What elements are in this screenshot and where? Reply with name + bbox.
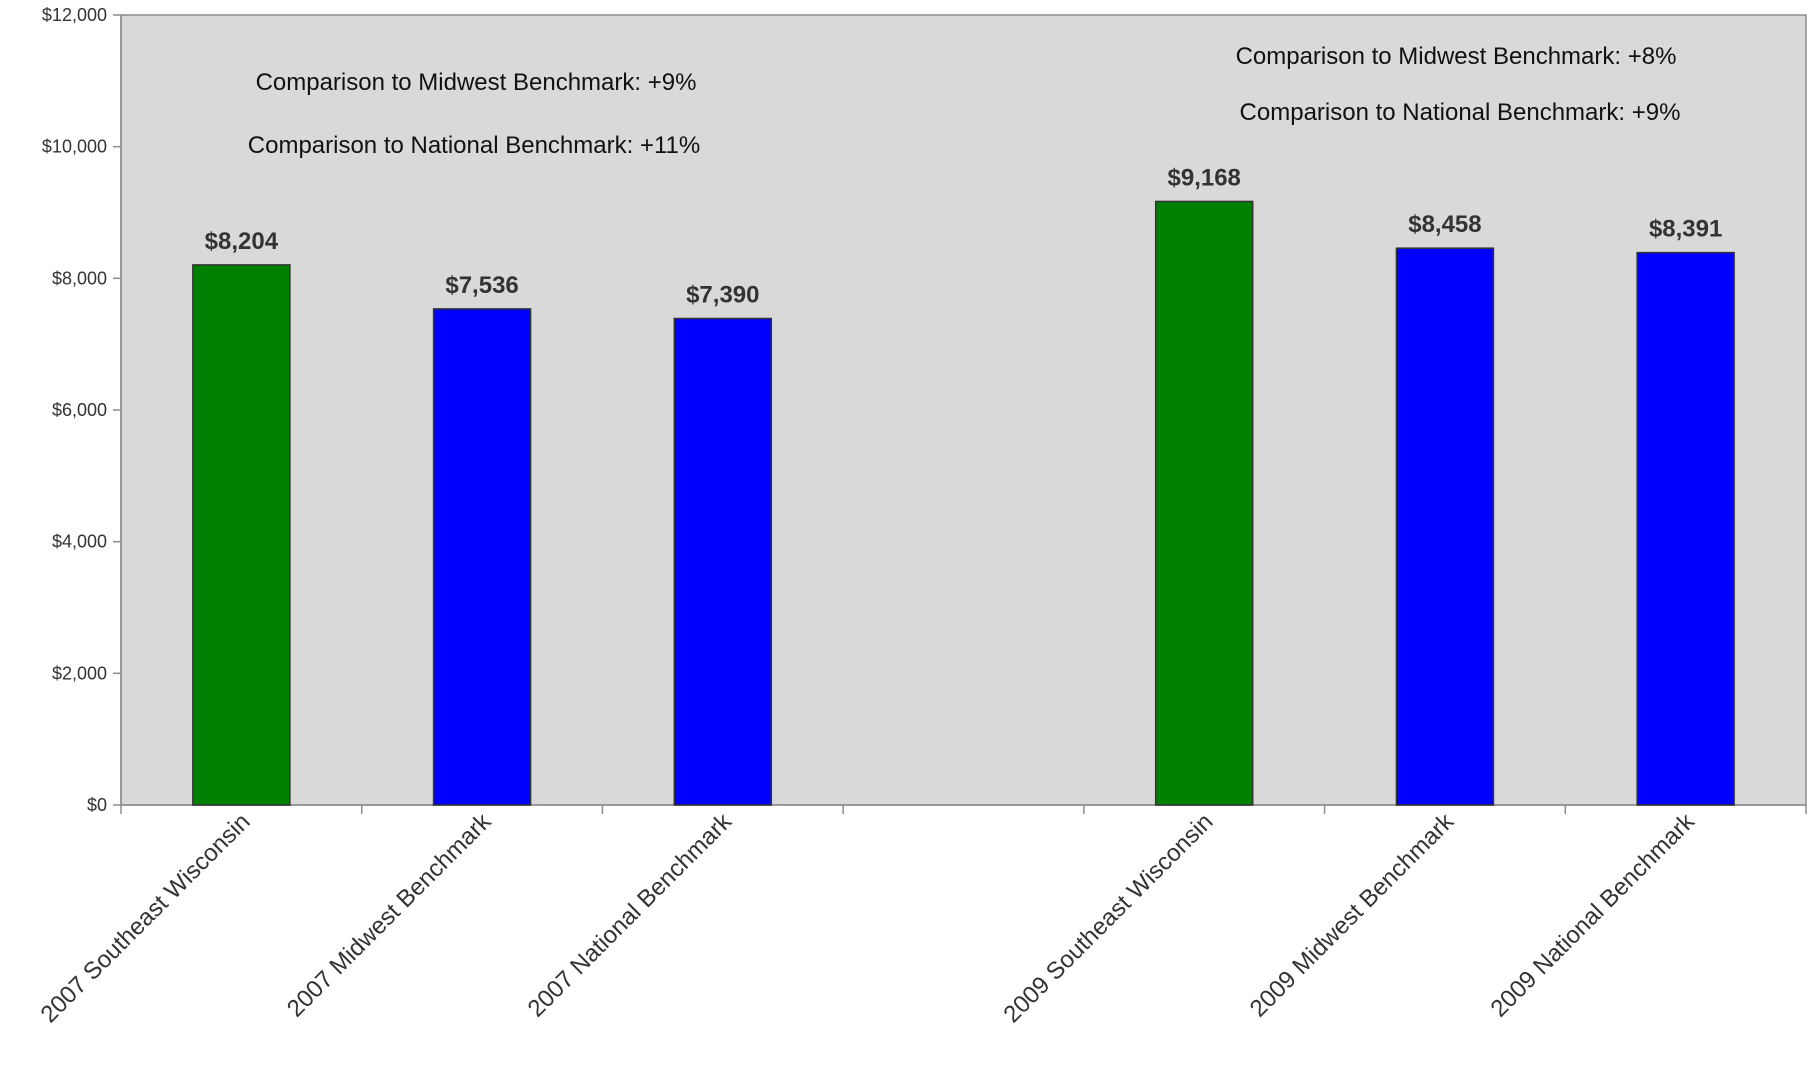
x-tick-label: 2009 Southeast Wisconsin: [998, 808, 1218, 1028]
data-label: $8,204: [205, 228, 279, 255]
y-axis: $0 $2,000 $4,000 $6,000 $8,000 $10,000 $12,000: [42, 5, 122, 815]
y-tick-label: $6,000: [52, 400, 107, 420]
y-tick-label: $2,000: [52, 663, 107, 683]
bar: [1395, 247, 1495, 806]
x-tick-label: 2009 Midwest Benchmark: [1245, 807, 1460, 1022]
annotation-2007-national: Comparison to National Benchmark: +11%: [248, 132, 700, 159]
data-label: $8,458: [1408, 211, 1481, 238]
x-tick-label: 2007 National Benchmark: [523, 807, 738, 1022]
data-label: $9,168: [1168, 164, 1241, 191]
y-tick-label: $0: [87, 795, 107, 815]
bar: [673, 317, 773, 806]
x-axis: 2007 Southeast Wisconsin 2007 Midwest Ben…: [36, 804, 1807, 1028]
y-tick-label: $12,000: [42, 5, 107, 25]
data-label: $7,536: [445, 272, 518, 299]
bar: [192, 264, 291, 806]
annotation-2009-national: Comparison to National Benchmark: +9%: [1240, 99, 1681, 126]
data-label: $7,390: [686, 281, 759, 308]
bar: [432, 308, 532, 806]
y-tick-label: $4,000: [52, 532, 107, 552]
bar: [1154, 200, 1254, 806]
y-tick-label: $8,000: [52, 268, 107, 288]
x-tick-label: 2007 Southeast Wisconsin: [36, 808, 256, 1028]
annotations: Comparison to Midwest Benchmark: +9% Com…: [248, 43, 1681, 159]
y-tick-label: $10,000: [42, 137, 107, 157]
annotation-2009-midwest: Comparison to Midwest Benchmark: +8%: [1236, 43, 1677, 70]
x-tick-label: 2007 Midwest Benchmark: [282, 807, 497, 1022]
data-label: $8,391: [1649, 216, 1722, 243]
annotation-2007-midwest: Comparison to Midwest Benchmark: +9%: [256, 69, 697, 96]
bar: [1636, 251, 1735, 806]
bars: $8,204 $7,536 $7,390 $9,168 $8,458 $8,391: [192, 164, 1735, 806]
plot-area: [120, 14, 1807, 806]
x-tick-label: 2009 National Benchmark: [1486, 807, 1701, 1022]
